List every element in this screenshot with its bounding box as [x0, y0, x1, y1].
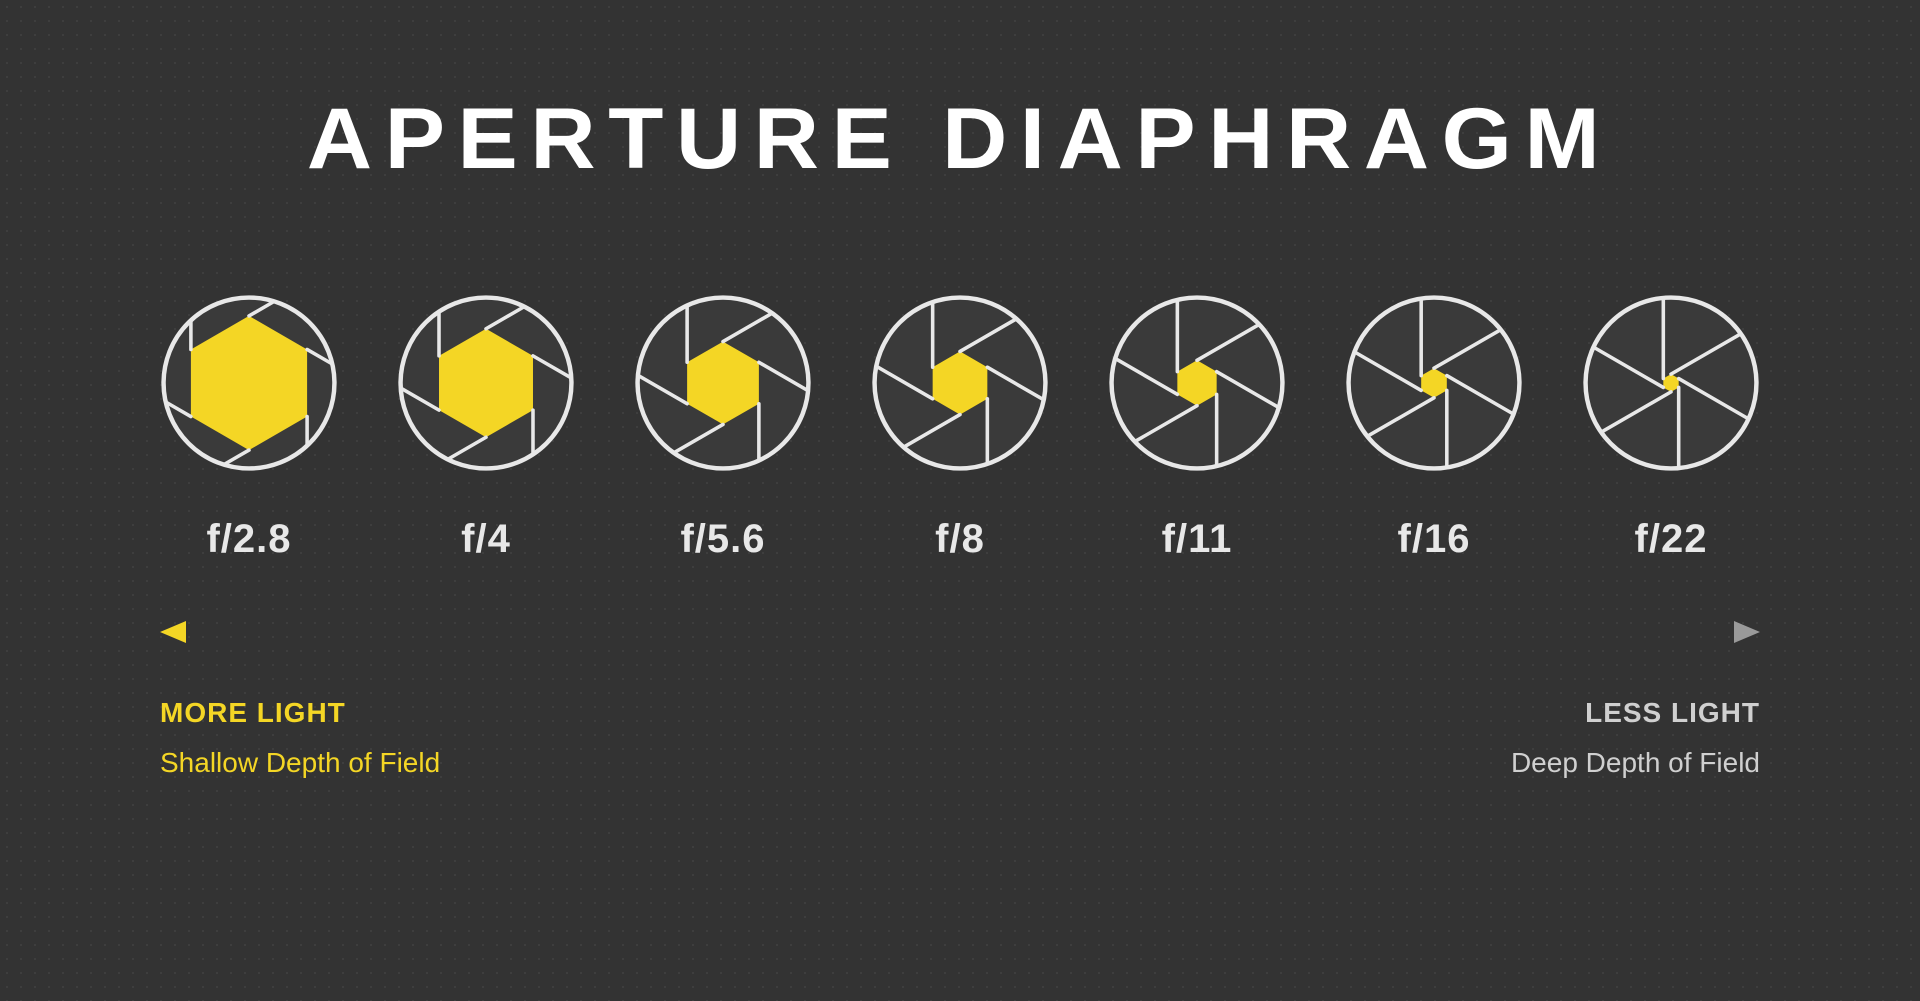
aperture-label: f/11: [1162, 517, 1233, 562]
aperture-item: f/8: [871, 294, 1049, 562]
footer-right-top: LESS LIGHT: [1511, 697, 1760, 729]
aperture-item: f/2.8: [160, 294, 338, 562]
aperture-label: f/16: [1398, 517, 1471, 562]
infographic-container: APERTURE DIAPHRAGM f/2.8f/4f/5.6f/8f/11f…: [0, 0, 1920, 1001]
footer-right: LESS LIGHT Deep Depth of Field: [1511, 697, 1760, 779]
aperture-row: f/2.8 f/4 f/5.6 f/8 f/11 f/16 f/22: [160, 294, 1760, 562]
aperture-icon: [1108, 294, 1286, 472]
aperture-item: f/11: [1108, 294, 1286, 562]
aperture-item: f/16: [1345, 294, 1523, 562]
aperture-label: f/8: [935, 517, 985, 562]
aperture-label: f/5.6: [680, 517, 765, 562]
footer-right-bottom: Deep Depth of Field: [1511, 747, 1760, 779]
aperture-icon: [1345, 294, 1523, 472]
page-title: APERTURE DIAPHRAGM: [307, 90, 1612, 189]
aperture-icon: [634, 294, 812, 472]
aperture-icon: [1582, 294, 1760, 472]
footer-left-bottom: Shallow Depth of Field: [160, 747, 440, 779]
footer-left: MORE LIGHT Shallow Depth of Field: [160, 697, 440, 779]
aperture-item: f/22: [1582, 294, 1760, 562]
gradient-arrow: [160, 617, 1760, 652]
aperture-icon: [397, 294, 575, 472]
aperture-item: f/4: [397, 294, 575, 562]
aperture-icon: [160, 294, 338, 472]
aperture-label: f/4: [461, 517, 511, 562]
aperture-label: f/2.8: [206, 517, 291, 562]
aperture-label: f/22: [1635, 517, 1708, 562]
aperture-icon: [871, 294, 1049, 472]
footer-row: MORE LIGHT Shallow Depth of Field LESS L…: [160, 697, 1760, 779]
footer-left-top: MORE LIGHT: [160, 697, 440, 729]
aperture-item: f/5.6: [634, 294, 812, 562]
